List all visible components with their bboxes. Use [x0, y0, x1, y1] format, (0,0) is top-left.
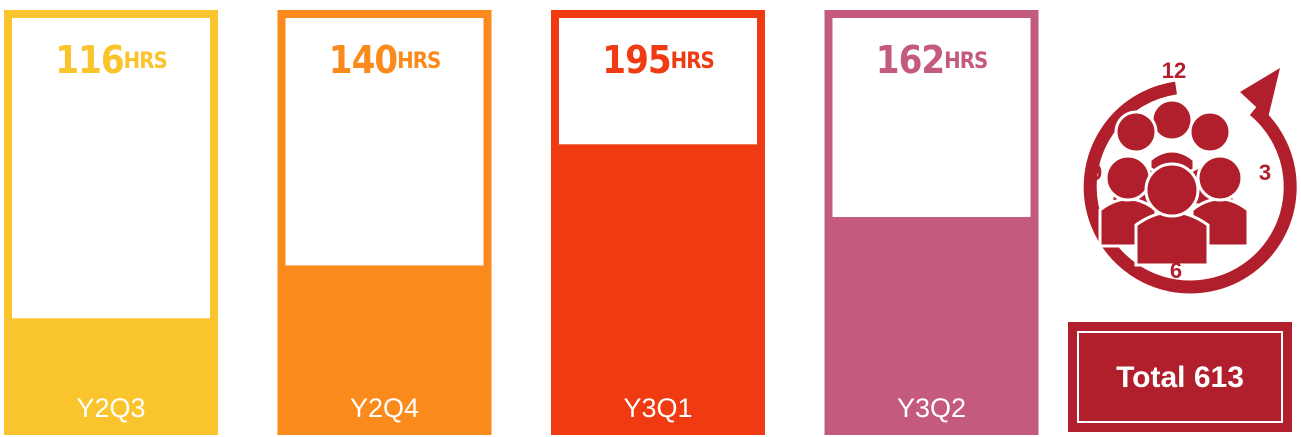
category-label: Y2Q3 — [76, 393, 145, 423]
total-frame — [1077, 331, 1283, 423]
bar — [824, 216, 1039, 435]
clock-label: 9 — [1090, 160, 1102, 185]
total-value: 613 — [1194, 361, 1244, 394]
cycle-arrow — [1083, 81, 1297, 294]
category-label: Y3Q2 — [897, 393, 966, 423]
unit: HRS — [124, 49, 167, 74]
total-box: Total 613 — [1068, 322, 1292, 432]
value-label: 195HRS — [602, 38, 713, 82]
value: 162 — [876, 38, 944, 82]
value: 140 — [329, 38, 398, 82]
unit: HRS — [671, 49, 714, 74]
total-label: Total — [1116, 361, 1185, 394]
value-label: 162HRS — [876, 38, 987, 82]
value-label: 116HRS — [55, 38, 166, 82]
unit: HRS — [397, 49, 440, 74]
clock-label: 6 — [1170, 258, 1182, 283]
team-icon: 12 3 6 9 — [1083, 58, 1297, 294]
bar — [4, 318, 218, 435]
bar — [551, 144, 765, 436]
category-label: Y3Q1 — [623, 393, 692, 423]
category-label: Y2Q4 — [350, 393, 419, 423]
total-bg — [1068, 322, 1292, 432]
value-label: 140HRS — [329, 38, 440, 82]
total-text: Total 613 — [1116, 361, 1244, 394]
clock-label: 12 — [1162, 58, 1186, 83]
bar — [277, 265, 492, 435]
clock-label: 3 — [1259, 160, 1271, 185]
value: 195 — [602, 38, 670, 82]
people — [1098, 98, 1250, 267]
unit: HRS — [944, 49, 987, 74]
value: 116 — [55, 38, 123, 82]
arrow-head — [1240, 68, 1280, 118]
